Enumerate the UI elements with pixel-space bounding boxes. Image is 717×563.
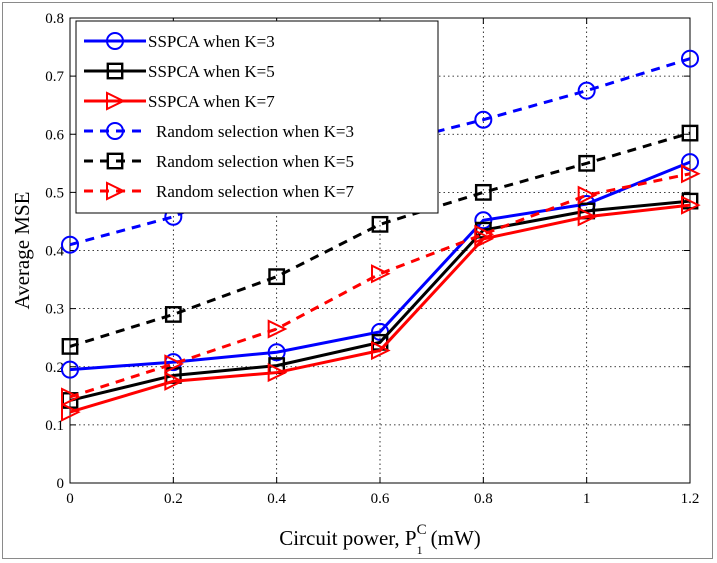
legend-marker (106, 152, 124, 170)
y-tick-label: 0.3 (45, 302, 64, 318)
legend-label: Random selection when K=7 (156, 182, 354, 201)
x-axis-title-unit: (mW) (431, 526, 481, 550)
ticks: 0 0.2 0.4 0.6 0.8 1 1.2 0 0.1 0.2 0.3 0.4 0.5 0.6 0.7 0… (45, 11, 699, 507)
legend-marker (106, 122, 124, 140)
y-axis-title: Average MSE (10, 192, 34, 310)
y-tick-label: 0.7 (45, 69, 64, 85)
legend-entry: Random selection when K=7 (84, 181, 354, 201)
data-point (164, 354, 185, 374)
data-point (267, 319, 288, 339)
x-tick-label: 1 (583, 491, 591, 507)
y-tick-label: 0.6 (45, 127, 64, 143)
series-5 (61, 124, 699, 355)
legend-label: Random selection when K=5 (156, 152, 354, 171)
legend-label: Random selection when K=3 (156, 122, 354, 141)
x-axis-title-main: Circuit power, P (279, 526, 416, 550)
data-point (681, 195, 701, 215)
data-point (371, 340, 391, 361)
legend-marker (106, 181, 126, 201)
data-point (61, 360, 79, 379)
data-point (577, 185, 598, 205)
data-point (681, 164, 701, 184)
x-tick-label: 0.6 (371, 491, 390, 507)
series-line (69, 199, 691, 402)
legend-entry: Random selection when K=5 (84, 152, 354, 171)
x-tick-label: 0.2 (164, 491, 183, 507)
x-axis-title: Circuit power, PC 1 (mW) (279, 522, 481, 557)
data-point (267, 343, 286, 362)
data-point (578, 154, 596, 172)
x-tick-label: 1.2 (681, 491, 700, 507)
y-tick-label: 0 (57, 476, 65, 492)
data-point (61, 235, 79, 254)
data-point (61, 387, 81, 407)
legend-box (75, 20, 439, 214)
legend-entry: SSPCA when K=7 (84, 91, 275, 111)
x-axis-title-superscript: C (417, 522, 427, 538)
legend-entry: SSPCA when K=5 (84, 62, 275, 81)
y-tick-label: 0.2 (45, 360, 64, 376)
data-point (681, 49, 699, 68)
data-point (267, 362, 288, 383)
data-point (474, 110, 493, 129)
data-point (474, 211, 493, 230)
data-point (681, 124, 699, 142)
data-point (474, 183, 492, 201)
data-point (61, 402, 81, 422)
x-tick-label: 0 (66, 491, 74, 507)
x-tick-label: 0.4 (267, 491, 286, 507)
legend-entry: SSPCA when K=3 (84, 32, 275, 51)
data-point (61, 338, 79, 355)
series-line (69, 131, 691, 348)
legend-entry: Random selection when K=3 (84, 122, 354, 141)
data-point (164, 306, 182, 323)
legend-label: SSPCA when K=3 (148, 32, 275, 51)
data-point (371, 264, 391, 284)
y-tick-label: 0.5 (45, 185, 64, 201)
data-point (268, 268, 286, 286)
series-line (69, 203, 691, 414)
y-tick-label: 0.8 (45, 11, 64, 27)
data-point (577, 81, 596, 100)
legend-marker (106, 32, 124, 50)
data-point (371, 215, 389, 233)
data-point (474, 224, 495, 244)
legend-marker (106, 62, 124, 80)
y-tick-label: 0.4 (45, 244, 64, 260)
y-tick-label: 0.1 (45, 418, 64, 434)
data-point (577, 207, 598, 227)
legend-label: SSPCA when K=7 (148, 92, 275, 111)
legend: SSPCA when K=3 SSPCA when K=5 SSPCA when K… (75, 20, 439, 214)
series-3 (61, 195, 701, 422)
x-axis-title-subscript: 1 (417, 543, 423, 557)
x-tick-label: 0.8 (474, 491, 493, 507)
data-point (164, 371, 185, 391)
legend-label: SSPCA when K=5 (148, 62, 275, 81)
legend-marker (106, 91, 126, 111)
series-6 (61, 164, 701, 407)
